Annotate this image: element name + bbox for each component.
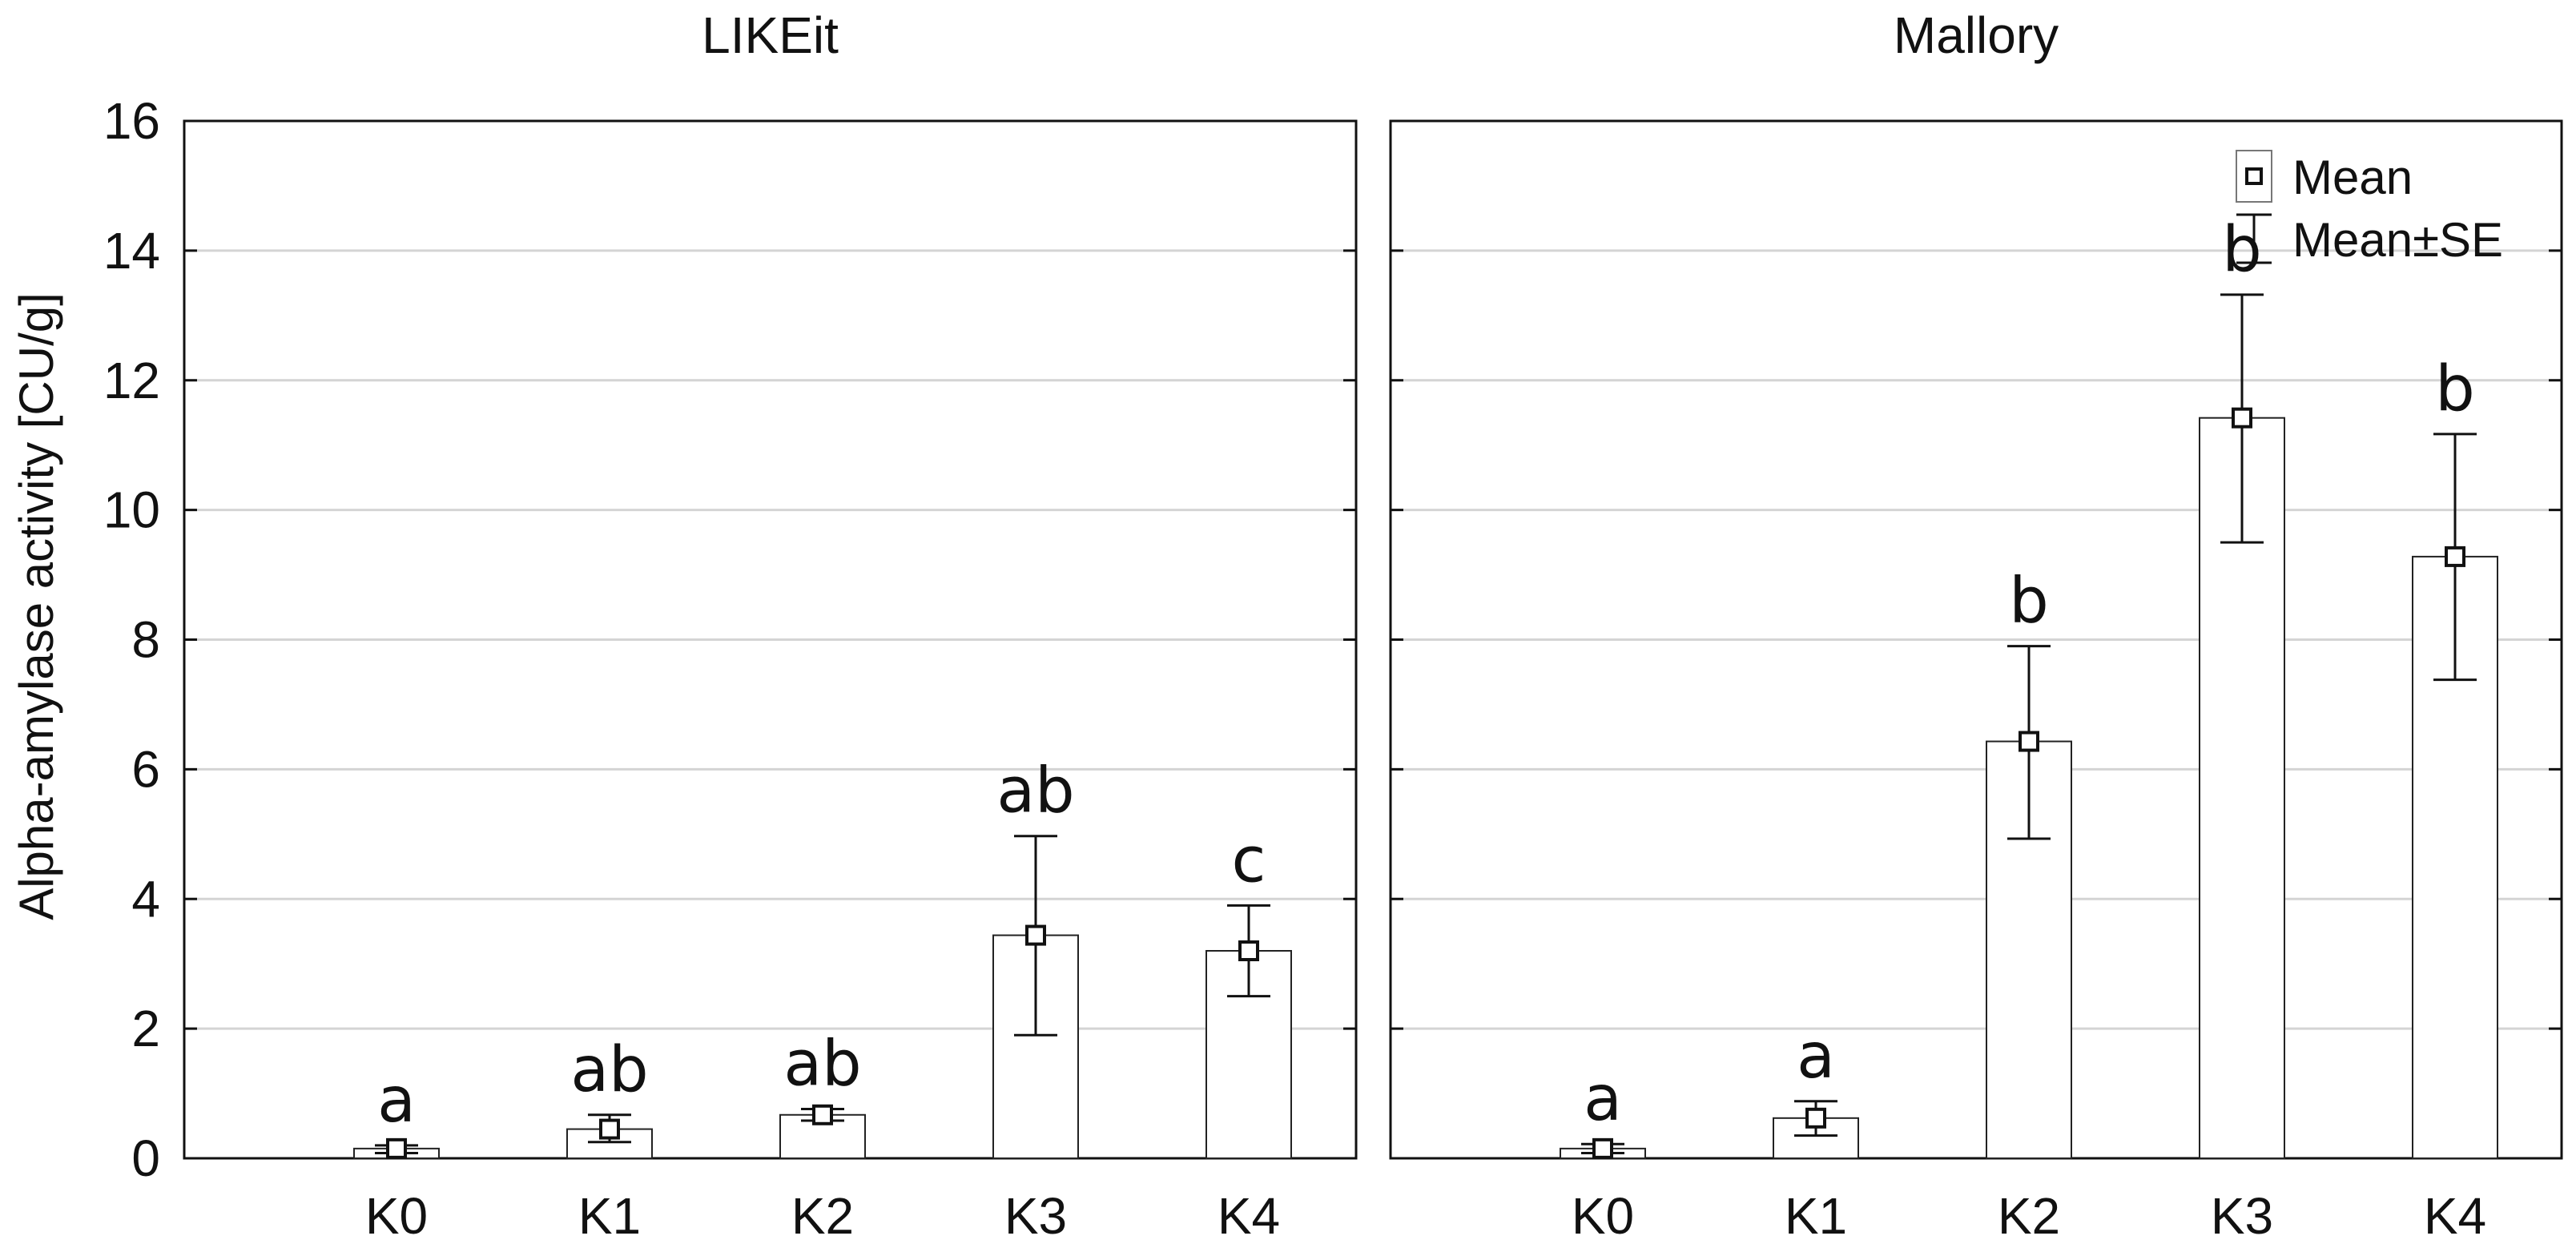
x-tick-label: K1 (1785, 1187, 1847, 1245)
x-tick-label: K0 (365, 1187, 428, 1245)
mean-marker (1025, 924, 1046, 946)
panel-0: 0 2 4 6 8 10 12 14 16 LIKEit a K0 ab K1 ab K2 ab K3 c K4 (103, 6, 1358, 1245)
legend-label-mean: Mean (2292, 151, 2413, 204)
significance-letter: b (2009, 566, 2049, 638)
x-tick-label: K4 (1218, 1187, 1280, 1245)
significance-letter: ab (570, 1034, 648, 1106)
y-tick-label: 6 (131, 740, 160, 798)
significance-letter: a (1797, 1021, 1835, 1093)
y-tick-label: 2 (131, 1000, 160, 1057)
legend: Mean Mean±SE (2236, 150, 2503, 267)
mean-marker (1592, 1137, 1613, 1159)
significance-letter: a (377, 1065, 416, 1137)
mean-marker (2232, 407, 2252, 429)
y-tick-label: 4 (131, 870, 160, 928)
chart-panels: 0246810121416LIKEitaK0abK1abK2abK3cK4Mal… (103, 6, 2563, 1245)
mean-marker (2445, 545, 2465, 567)
x-tick-label: K2 (1998, 1187, 2060, 1245)
mean-marker (386, 1137, 407, 1159)
mean-marker (2019, 731, 2039, 752)
panel-title: Mallory (1894, 6, 2059, 64)
y-tick-label: 10 (103, 481, 160, 539)
significance-letter: ab (783, 1028, 861, 1100)
x-tick-label: K3 (2211, 1187, 2273, 1245)
significance-letter: c (1232, 824, 1266, 896)
mean-marker (1805, 1107, 1826, 1129)
significance-letter: b (2435, 353, 2475, 425)
x-tick-label: K1 (578, 1187, 641, 1245)
y-tick-label: 8 (131, 611, 160, 669)
panel-1: Mallory a K0 a K1 b K2 b K3 b K4 (1389, 6, 2563, 1245)
significance-letter: ab (996, 755, 1074, 827)
y-tick-label: 16 (103, 92, 160, 150)
x-tick-label: K2 (791, 1187, 854, 1245)
y-tick-label: 12 (103, 352, 160, 409)
panel-title: LIKEit (702, 6, 839, 64)
mean-marker (812, 1104, 833, 1125)
y-axis-label: Alpha-amylase activity [CU/g] (10, 292, 63, 920)
x-tick-label: K0 (1572, 1187, 1634, 1245)
x-tick-label: K4 (2424, 1187, 2486, 1245)
y-tick-label: 0 (131, 1129, 160, 1187)
y-tick-label: 14 (103, 222, 160, 280)
square-marker-icon (2245, 167, 2263, 185)
mean-marker (1238, 940, 1259, 961)
mean-marker (599, 1118, 620, 1140)
x-tick-label: K3 (1004, 1187, 1067, 1245)
significance-letter: a (1584, 1063, 1622, 1135)
legend-label-mean-se: Mean±SE (2292, 213, 2503, 267)
significance-letter: b (2222, 214, 2262, 286)
